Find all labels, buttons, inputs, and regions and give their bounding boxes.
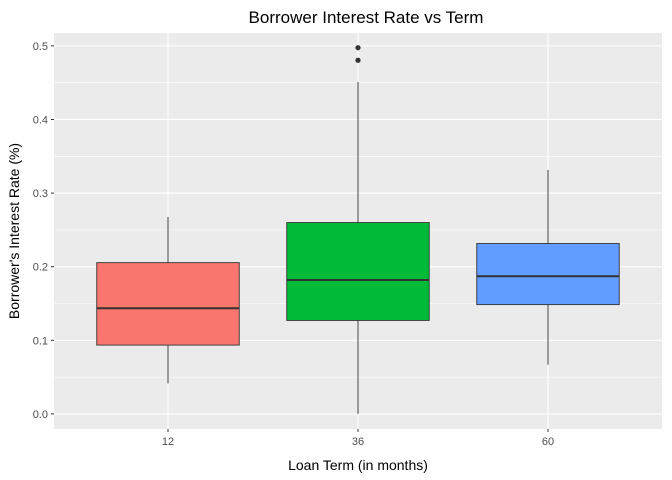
box-36	[286, 45, 430, 414]
iqr-box	[476, 243, 620, 306]
box-60	[476, 169, 620, 365]
outlier-point	[355, 45, 361, 51]
boxes	[96, 45, 620, 414]
y-tick-label: 0.1	[33, 335, 48, 347]
chart-title: Borrower Interest Rate vs Term	[249, 8, 484, 27]
axes: 0.0 0.1 0.2 0.3 0.4 0.5 12 36 60	[33, 41, 554, 448]
x-tick-label: 60	[542, 436, 554, 448]
x-tick-label: 36	[352, 436, 364, 448]
y-tick-label: 0.5	[33, 41, 48, 53]
y-tick-label: 0.2	[33, 262, 48, 274]
x-tick-label: 12	[162, 436, 174, 448]
y-tick-label: 0.4	[33, 114, 48, 126]
box-12	[96, 217, 240, 384]
y-axis-title: Borrower's Interest Rate (%)	[6, 143, 22, 319]
y-tick-label: 0.3	[33, 188, 48, 200]
y-tick-label: 0.0	[33, 409, 48, 421]
iqr-box	[286, 222, 430, 321]
iqr-box	[96, 262, 240, 346]
outlier-point	[355, 57, 361, 63]
x-axis-title: Loan Term (in months)	[288, 457, 428, 473]
